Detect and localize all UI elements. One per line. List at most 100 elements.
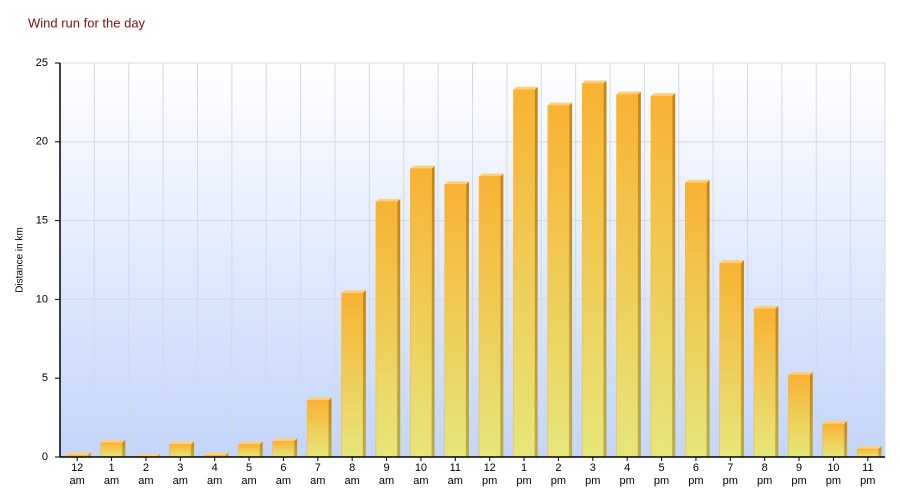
bar xyxy=(788,374,810,458)
bar xyxy=(822,423,845,458)
bar-side xyxy=(534,86,538,458)
bar xyxy=(719,262,742,458)
bar xyxy=(753,308,776,458)
x-tick-label: pm xyxy=(757,475,772,487)
bar-group xyxy=(822,420,848,458)
x-tick-label: am xyxy=(379,475,394,487)
x-tick-label: 8 xyxy=(349,462,355,474)
bar xyxy=(238,444,260,458)
bar-group xyxy=(66,452,91,458)
x-tick-label: 2 xyxy=(555,462,561,474)
bar-top xyxy=(169,441,194,445)
bar xyxy=(685,182,707,458)
x-tick-label: 5 xyxy=(659,462,665,474)
bar-top xyxy=(272,438,298,442)
bar-group xyxy=(581,80,607,458)
x-tick-label: am xyxy=(104,475,119,487)
bar-side xyxy=(809,372,813,457)
bar-group xyxy=(203,452,229,458)
bar-side xyxy=(431,165,435,458)
bar-group xyxy=(478,173,504,458)
bar-side xyxy=(294,438,298,457)
x-tick-label: 6 xyxy=(280,462,286,474)
x-tick-label: 10 xyxy=(415,462,427,474)
x-tick-label: am xyxy=(138,475,153,487)
x-tick-label: am xyxy=(345,475,360,487)
x-tick-label: 2 xyxy=(143,462,149,474)
y-axis-label: Distance in km xyxy=(15,227,26,293)
bar-side xyxy=(328,397,332,457)
x-tick-label: 7 xyxy=(315,462,321,474)
bar-group xyxy=(685,179,710,458)
y-tick-label: 15 xyxy=(36,215,48,227)
bar-top xyxy=(341,290,366,294)
grid xyxy=(60,62,886,458)
x-tick-label: am xyxy=(310,475,325,487)
bars xyxy=(66,80,882,458)
bar-group xyxy=(513,86,538,458)
bar-top xyxy=(204,452,229,456)
x-tick-label: 6 xyxy=(693,462,699,474)
bar-top xyxy=(444,181,469,185)
bar-side xyxy=(878,446,882,457)
x-tick-label: pm xyxy=(654,475,669,487)
bar-top xyxy=(719,260,744,264)
x-tick-label: am xyxy=(70,475,85,487)
bar xyxy=(375,201,398,458)
x-tick-label: am xyxy=(207,475,222,487)
x-tick-label: 9 xyxy=(384,462,390,474)
bar-group xyxy=(788,372,813,458)
bar-side xyxy=(122,439,126,457)
bar-top xyxy=(238,441,263,445)
x-tick-label: 12 xyxy=(71,462,83,474)
bar-side xyxy=(362,290,366,457)
bar-group xyxy=(616,91,641,458)
bar-top xyxy=(375,198,401,202)
bar-side xyxy=(637,91,641,458)
x-tick-label: pm xyxy=(860,475,875,487)
bar-top xyxy=(582,80,607,84)
bar xyxy=(444,184,467,458)
bar-side xyxy=(603,80,607,457)
bar-group xyxy=(547,102,573,458)
x-tick-label: pm xyxy=(620,475,635,487)
bar-top xyxy=(66,452,91,456)
bar-group xyxy=(375,198,401,458)
x-tick-label: 11 xyxy=(450,462,461,474)
bar-top xyxy=(547,102,573,106)
x-tick-label: am xyxy=(413,475,428,487)
x-tick-label: pm xyxy=(482,475,497,487)
bar-top xyxy=(788,372,813,376)
bar-side xyxy=(465,181,469,458)
bar-top xyxy=(822,420,848,424)
x-tick-label: pm xyxy=(551,475,566,487)
x-tick-label: 9 xyxy=(796,462,802,474)
x-tick-label: am xyxy=(173,475,188,487)
bar xyxy=(341,292,364,458)
x-tick-label: pm xyxy=(723,475,738,487)
x-tick-label: pm xyxy=(826,475,841,487)
bar xyxy=(169,444,192,458)
x-tick-label: pm xyxy=(516,475,531,487)
chart-title: Wind run for the day xyxy=(28,15,146,30)
bar-side xyxy=(259,441,263,457)
bar-side xyxy=(740,260,744,457)
bar xyxy=(616,94,639,458)
x-tick-label: am xyxy=(448,475,463,487)
bar-top xyxy=(513,86,538,90)
x-tick-label: 4 xyxy=(624,462,630,474)
x-tick-label: 1 xyxy=(521,462,527,474)
bar-group xyxy=(856,446,882,458)
bar-top xyxy=(479,173,504,177)
bar xyxy=(513,89,535,458)
bar-side xyxy=(225,452,229,457)
bar-group xyxy=(238,441,263,458)
bar-group xyxy=(719,260,744,458)
bar xyxy=(581,83,604,458)
bar-side xyxy=(190,441,194,457)
bar-top xyxy=(616,91,641,95)
bar-side xyxy=(87,452,91,457)
x-tick-label: pm xyxy=(585,475,600,487)
bar xyxy=(547,105,570,458)
